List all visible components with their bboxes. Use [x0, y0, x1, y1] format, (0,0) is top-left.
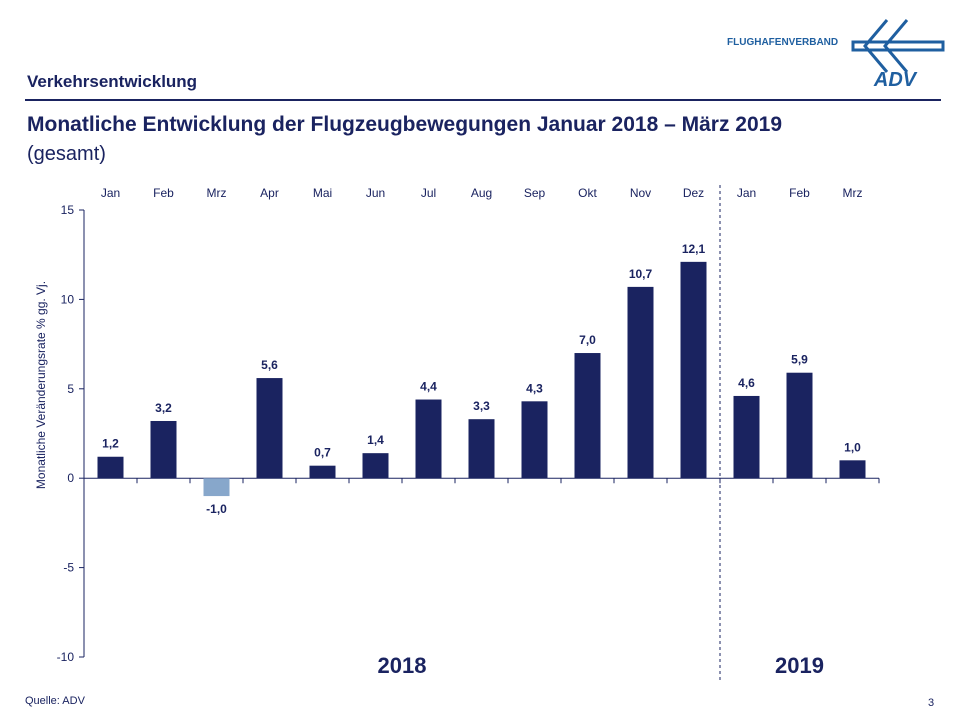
bar — [574, 353, 601, 479]
bar — [521, 401, 548, 479]
category-label: Sep — [524, 186, 546, 200]
bar — [786, 372, 813, 479]
bar — [309, 465, 336, 479]
page-title: Monatliche Entwicklung der Flugzeugbeweg… — [27, 113, 783, 136]
category-label: Jun — [366, 186, 385, 200]
category-label: Nov — [630, 186, 651, 200]
adv-logo-text: ADV — [873, 69, 918, 90]
bar — [680, 261, 707, 479]
data-label: 3,3 — [473, 399, 490, 413]
category-label: Feb — [153, 186, 174, 200]
bar — [627, 286, 654, 479]
page-number: 3 — [928, 697, 935, 709]
data-label: 7,0 — [579, 333, 596, 347]
data-label: 3,2 — [155, 401, 172, 415]
bar — [415, 399, 442, 479]
bar — [733, 395, 760, 479]
data-label: 1,4 — [367, 433, 384, 447]
adv-logo: ADV — [851, 19, 945, 90]
y-tick-label: 10 — [61, 292, 75, 306]
data-label: 4,3 — [526, 381, 543, 395]
y-tick-label: 0 — [67, 471, 74, 485]
page-subtitle: (gesamt) — [27, 143, 106, 165]
category-label: Okt — [578, 186, 597, 200]
data-label: 12,1 — [682, 242, 706, 256]
y-tick-label: 15 — [61, 203, 75, 217]
data-label: -1,0 — [206, 502, 227, 516]
category-label: Aug — [471, 186, 492, 200]
category-label: Dez — [683, 186, 704, 200]
category-label: Mrz — [207, 186, 227, 200]
y-tick-label: -5 — [63, 561, 74, 575]
category-label: Jan — [101, 186, 120, 200]
header-rule — [25, 99, 941, 101]
year-label: 2019 — [775, 653, 824, 678]
section-title: Verkehrsentwicklung — [27, 72, 198, 91]
bar — [256, 378, 283, 479]
category-label: Jan — [737, 186, 756, 200]
y-tick-label: 5 — [67, 382, 74, 396]
data-label: 1,2 — [102, 437, 119, 451]
category-label: Apr — [260, 186, 279, 200]
category-label: Feb — [789, 186, 810, 200]
category-label: Mai — [313, 186, 332, 200]
data-label: 5,9 — [791, 353, 808, 367]
bar — [362, 453, 389, 479]
category-label: Jul — [421, 186, 436, 200]
source-note: Quelle: ADV — [25, 695, 85, 707]
data-label: 4,4 — [420, 380, 437, 394]
data-label: 1,0 — [844, 440, 861, 454]
data-label: 4,6 — [738, 376, 755, 390]
logo-text: FLUGHAFENVERBAND — [727, 37, 839, 48]
year-label: 2018 — [378, 653, 427, 678]
data-label: 0,7 — [314, 446, 331, 460]
y-tick-label: -10 — [57, 650, 75, 664]
data-label: 5,6 — [261, 358, 278, 372]
category-label: Mrz — [843, 186, 863, 200]
bar — [468, 419, 495, 479]
bar — [839, 460, 866, 479]
bar — [150, 420, 177, 479]
y-axis-label: Monatliche Veränderungsrate % gg. Vj. — [34, 281, 48, 489]
bar — [97, 456, 124, 479]
data-label: 10,7 — [629, 267, 653, 281]
bar — [203, 478, 230, 497]
